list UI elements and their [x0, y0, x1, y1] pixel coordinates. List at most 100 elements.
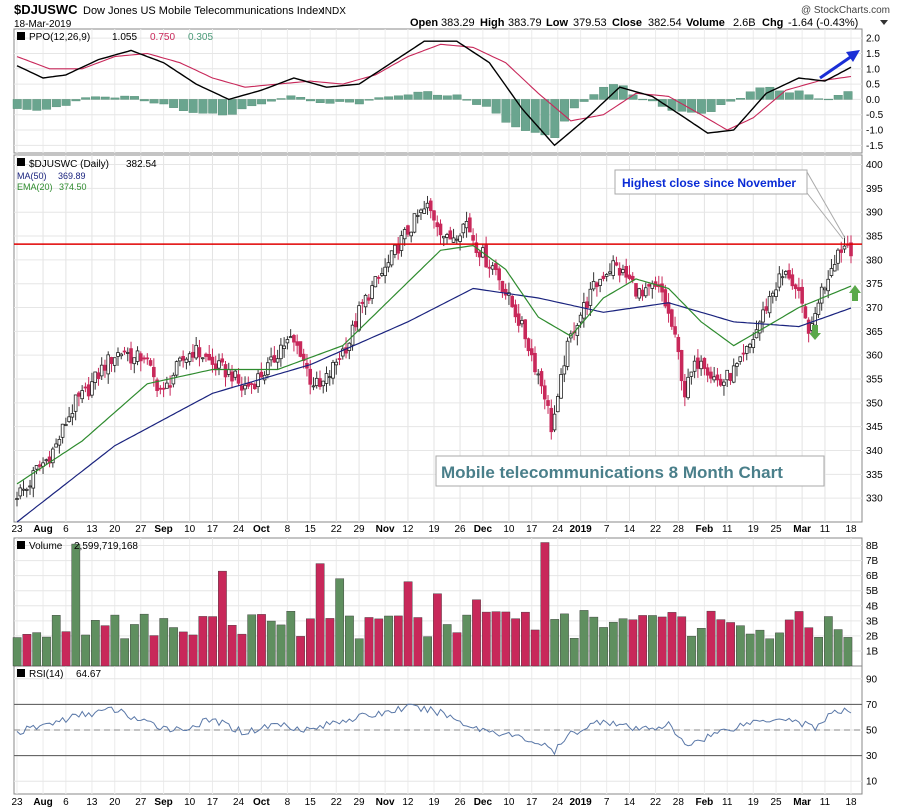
candle-body [51, 448, 55, 464]
candle-body [138, 353, 143, 362]
volume-bar [530, 629, 540, 667]
candle-body [842, 245, 847, 250]
x-tick-label: 19 [428, 797, 440, 808]
volume-bar [569, 638, 579, 667]
ppo-histogram-bar [726, 99, 736, 102]
candle-body [829, 268, 834, 276]
x-tick-label: 2019 [569, 797, 592, 808]
volume-tick-label: 7B [866, 556, 879, 567]
ppo-histogram-bar [296, 97, 306, 100]
candle-body [819, 286, 824, 304]
candle-body [393, 244, 397, 255]
candle-body [103, 364, 107, 371]
volume-bar [178, 631, 188, 667]
candle-body [301, 353, 306, 362]
candle-body [80, 390, 84, 400]
candle-body [18, 487, 23, 497]
volume-bar [208, 616, 217, 667]
volume-bar [589, 616, 599, 667]
volume-bar [442, 624, 452, 667]
candle-body [314, 377, 319, 387]
ppo-histogram-bar [481, 99, 491, 107]
ppo-histogram-bar [198, 99, 208, 114]
candle-body [601, 275, 606, 280]
price-tick-label: 380 [866, 255, 883, 266]
ppo-histogram-bar [648, 99, 657, 102]
candle-body [239, 385, 244, 391]
price-tick-label: 375 [866, 279, 883, 290]
candle-body [549, 407, 554, 433]
volume-bar [823, 616, 833, 667]
candle-body [298, 341, 303, 357]
candle-body [419, 209, 423, 213]
candle-body [363, 294, 368, 308]
ppo-histogram-bar [276, 98, 286, 100]
x-tick-label: 11 [820, 524, 831, 535]
ppo-tick-label: 0.5 [866, 80, 880, 91]
candle-body [471, 235, 475, 241]
candle-body [383, 266, 387, 277]
candle-body [99, 364, 104, 377]
candle-body [217, 360, 221, 369]
header-brand[interactable]: @ StockCharts.com [801, 5, 890, 16]
x-tick-label: Sep [154, 797, 172, 808]
candle-body [181, 356, 185, 361]
candle-body [357, 305, 361, 331]
ppo-histogram-bar [491, 99, 501, 114]
x-tick-label: 25 [771, 524, 783, 535]
volume-bar [22, 634, 32, 667]
ppo-signal-value: 0.750 [150, 32, 175, 43]
x-tick-label: 28 [673, 524, 685, 535]
volume-value: 2.6B [733, 17, 756, 29]
ppo-histogram-bar [315, 99, 325, 103]
candle-body [191, 351, 195, 358]
ppo-histogram-bar [139, 99, 149, 102]
candle-body [285, 339, 290, 344]
ppo-histogram-bar [188, 99, 198, 113]
ppo-histogram-bar [433, 94, 442, 100]
candle-body [428, 200, 433, 212]
volume-bar [462, 614, 472, 667]
candle-body [197, 347, 202, 358]
x-tick-label: Oct [253, 524, 270, 535]
x-tick-label: Mar [793, 524, 811, 535]
candle-body [725, 369, 730, 381]
volume-bar [32, 632, 42, 667]
header-date: 18-Mar-2019 [14, 19, 72, 30]
ppo-histogram-bar [364, 99, 374, 101]
candle-body [142, 357, 146, 360]
dropdown-icon[interactable] [880, 20, 888, 25]
x-tick-label: 2019 [569, 524, 592, 535]
candle-body [797, 287, 801, 291]
candle-body [308, 368, 313, 385]
ppo-histogram-bar [579, 99, 589, 102]
candle-body [692, 360, 697, 372]
volume-bar [521, 611, 530, 667]
candle-body [780, 276, 785, 279]
candle-body [155, 379, 159, 391]
candle-body [757, 321, 762, 334]
candle-body [171, 374, 176, 385]
volume-bar [736, 625, 745, 667]
ppo-histogram-bar [833, 95, 843, 100]
candle-body [803, 306, 808, 319]
candle-body [337, 358, 342, 360]
candle-body [608, 271, 612, 274]
volume-bar [306, 618, 315, 667]
x-tick-label: 17 [207, 797, 219, 808]
x-tick-label: Dec [474, 797, 493, 808]
volume-bar [599, 627, 608, 667]
volume-bar [628, 619, 638, 667]
candle-body [588, 288, 593, 306]
ppo-panel [13, 28, 863, 154]
candle-body [611, 260, 615, 276]
x-tick-label: 14 [624, 797, 636, 808]
candle-body [624, 266, 629, 278]
candle-body [705, 367, 710, 376]
x-tick-label: 17 [526, 797, 538, 808]
x-tick-label: 12 [402, 797, 414, 808]
candle-body [200, 357, 205, 360]
candle-body [321, 380, 326, 387]
ppo-histogram-bar [374, 97, 384, 100]
candle-body [591, 280, 596, 290]
